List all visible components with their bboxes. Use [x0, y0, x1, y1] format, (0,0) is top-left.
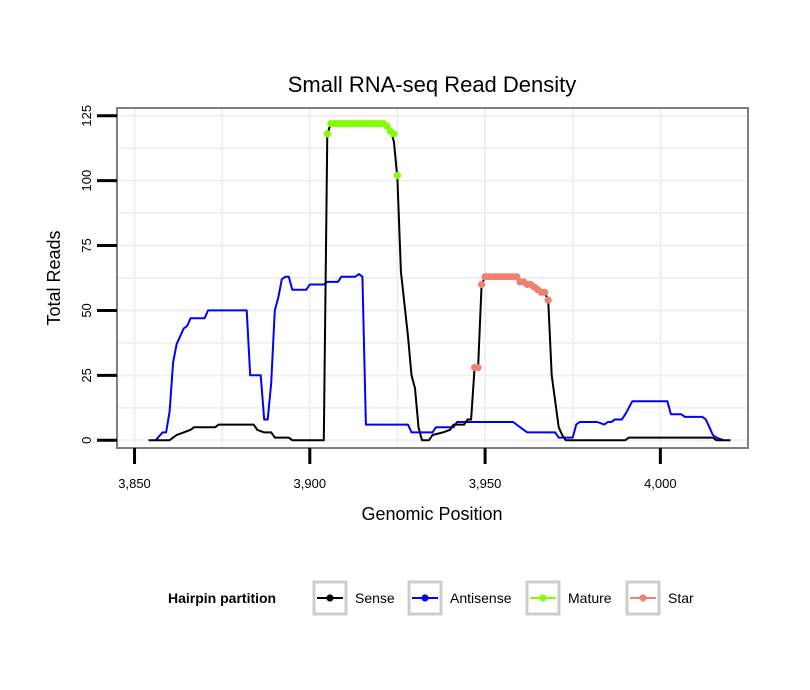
plot-panel-border	[116, 107, 749, 449]
x-tick-label: 4,000	[644, 476, 677, 491]
legend-title: Hairpin partition	[168, 590, 276, 606]
y-tick-label: 0	[79, 437, 94, 444]
antisense-series-line	[154, 273, 724, 442]
y-axis: 0 25 50 75 100 125	[79, 105, 117, 444]
y-tick-label: 50	[79, 303, 94, 317]
legend-label-mature: Mature	[568, 590, 612, 606]
x-tick-label: 3,850	[118, 476, 151, 491]
legend: Hairpin partition Sense Antisense Mature St…	[168, 580, 694, 616]
legend-label-antisense: Antisense	[450, 590, 512, 606]
chart-title: Small RNA-seq Read Density	[288, 72, 577, 97]
mature-point	[390, 130, 398, 138]
legend-key-point-mature	[539, 594, 547, 602]
star-point	[513, 273, 521, 281]
series-layer	[148, 119, 731, 442]
legend-key-point-star	[639, 594, 647, 602]
mature-point	[393, 171, 402, 180]
x-axis-title: Genomic Position	[361, 504, 502, 524]
mature-point	[323, 130, 331, 138]
mature-point	[383, 122, 391, 130]
star-point	[477, 280, 486, 289]
star-point	[474, 363, 482, 372]
legend-label-star: Star	[668, 590, 694, 606]
legend-key-point-sense	[326, 594, 334, 602]
x-tick-label: 3,950	[469, 476, 502, 491]
legend-key-point-antisense	[421, 594, 429, 602]
star-point	[541, 288, 549, 296]
y-axis-title: Total Reads	[44, 230, 64, 325]
star-point	[544, 296, 552, 304]
x-tick-label: 3,900	[294, 476, 327, 491]
y-tick-label: 125	[79, 105, 94, 127]
x-axis: 3,850 3,900 3,950 4,000	[118, 448, 677, 491]
legend-label-sense: Sense	[355, 590, 395, 606]
sense-series-line	[148, 122, 731, 442]
y-tick-label: 100	[79, 170, 94, 192]
y-tick-label: 25	[79, 368, 94, 382]
y-tick-label: 75	[79, 238, 94, 252]
